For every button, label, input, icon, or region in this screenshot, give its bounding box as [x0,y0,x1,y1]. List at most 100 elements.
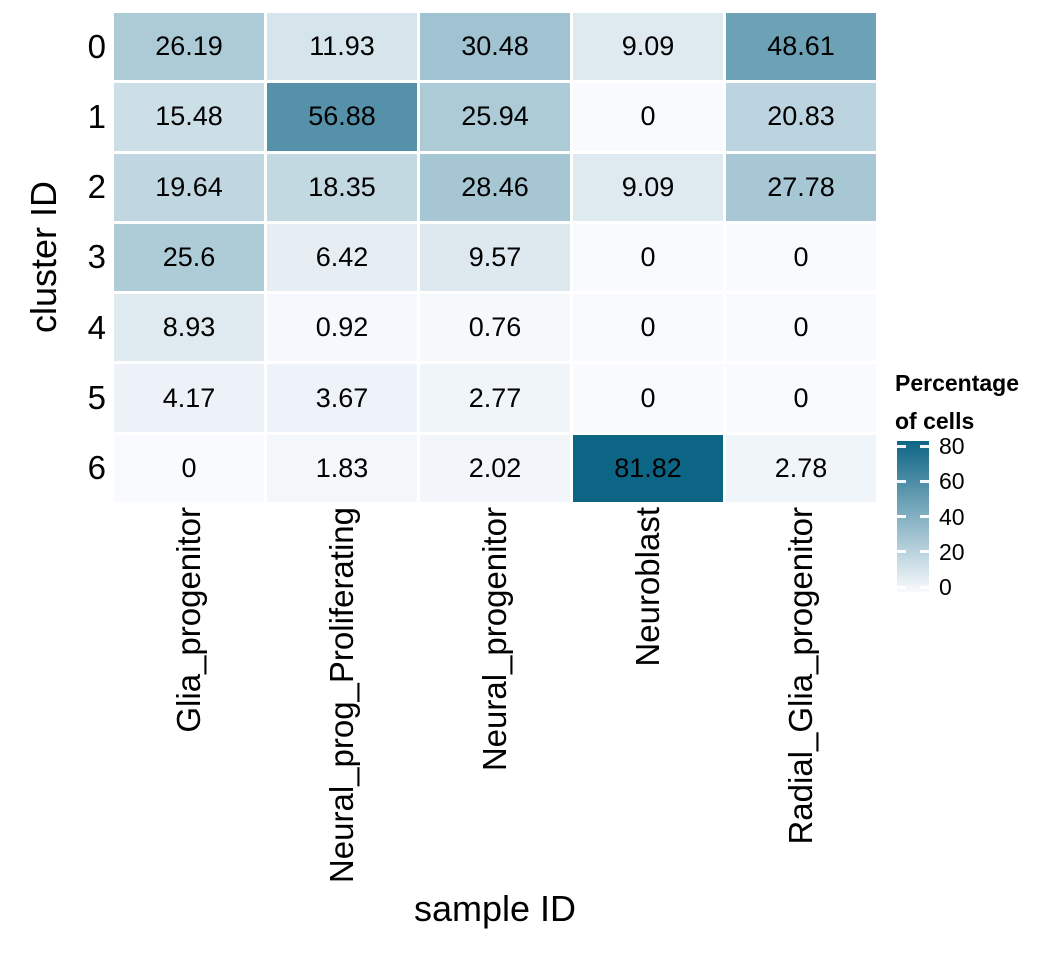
heatmap-cell-value: 30.48 [461,31,529,62]
heatmap-cell: 27.78 [726,153,876,221]
heatmap-cell-value: 0 [640,101,656,132]
legend-tick-label: 0 [939,574,952,601]
heatmap-cell-value: 0 [640,382,656,413]
legend-title-line2: of cells [895,408,975,434]
y-axis-tick-labels: 0 1 2 3 4 5 6 [40,13,106,502]
heatmap-cell: 9.57 [420,223,570,292]
heatmap-cell: 0 [726,294,876,362]
heatmap-cell: 20.83 [726,83,876,151]
heatmap-cell: 9.09 [573,13,723,81]
legend-colorbar [897,441,929,592]
legend-tick-mark [897,444,906,448]
heatmap-cell-value: 26.19 [155,31,223,62]
heatmap-cell: 28.46 [420,153,570,221]
heatmap-cell-value: 48.61 [767,31,835,62]
legend-tick-mark [920,585,929,589]
heatmap-cell: 19.64 [114,153,264,221]
heatmap-cell-value: 11.93 [309,31,375,62]
heatmap-cell-value: 28.46 [461,171,529,202]
heatmap-cell-value: 9.09 [621,171,675,202]
heatmap-cell-value: 56.88 [308,101,376,132]
x-tick-label: Radial_Glia_progenitor [782,507,819,845]
heatmap: 26.19 11.93 30.48 9.09 48.61 15.48 56.88 25.94 0… [114,13,876,502]
heatmap-cell-value: 0 [640,312,656,343]
legend-tick-label: 20 [939,538,965,565]
heatmap-cell-value: 6.42 [315,241,369,272]
heatmap-cell: 0 [573,83,723,151]
heatmap-cell: 9.09 [573,153,723,221]
heatmap-cell: 1.83 [267,434,417,502]
heatmap-cell-value: 9.09 [621,31,675,62]
heatmap-cell: 25.6 [114,223,264,292]
legend-tick-label: 40 [939,503,965,530]
heatmap-cell-value: 0.92 [315,312,369,343]
y-tick-label: 2 [87,168,106,206]
heatmap-cell-value: 18.35 [308,171,376,202]
heatmap-cell: 81.82 [573,434,723,502]
x-tick-label: Neural_prog_Proliferating [323,507,360,884]
legend-title: Percentage of cells [895,364,1019,440]
heatmap-cell-value: 27.78 [767,171,835,202]
heatmap-cell: 25.94 [420,83,570,151]
heatmap-cell: 18.35 [267,153,417,221]
x-axis-title: sample ID [413,888,577,929]
heatmap-cell: 0 [114,434,264,502]
legend-title-line1: Percentage [895,370,1020,396]
heatmap-cell: 11.93 [267,13,417,81]
legend-tick-mark [897,515,906,519]
heatmap-cell: 0 [726,364,876,432]
legend-tick-mark [920,479,929,483]
x-tick-label: Glia_progenitor [170,507,207,733]
y-tick-label: 1 [87,97,106,135]
heatmap-cell-value: 2.78 [774,452,828,483]
heatmap-cell: 48.61 [726,13,876,81]
heatmap-cell-value: 20.83 [767,101,835,132]
y-axis-title: cluster ID [23,180,64,334]
heatmap-cell-value: 0 [181,452,197,483]
heatmap-cell-value: 2.77 [468,382,522,413]
heatmap-cell: 3.67 [267,364,417,432]
legend-tick-label: 80 [939,433,965,459]
heatmap-cell: 8.93 [114,294,264,362]
heatmap-cell: 4.17 [114,364,264,432]
heatmap-cell-value: 4.17 [162,382,216,413]
heatmap-cell-value: 0 [793,382,809,413]
heatmap-cell: 0.76 [420,294,570,362]
heatmap-cell-value: 8.93 [162,312,216,343]
heatmap-cell-value: 9.57 [468,241,522,272]
heatmap-cell: 26.19 [114,13,264,81]
y-tick-label: 5 [87,379,106,417]
x-tick-label: Neuroblast [629,507,666,667]
heatmap-cell-value: 19.64 [155,171,223,202]
heatmap-cell-value: 0 [640,241,656,272]
heatmap-cell-value: 0 [793,241,809,272]
y-tick-label: 0 [87,27,106,65]
y-tick-label: 6 [87,449,106,487]
heatmap-cell: 2.77 [420,364,570,432]
heatmap-cell-value: 81.82 [614,452,682,483]
legend-tick-label: 60 [939,468,965,495]
heatmap-cell: 2.02 [420,434,570,502]
heatmap-cell: 15.48 [114,83,264,151]
heatmap-cell: 0 [726,223,876,292]
heatmap-cell: 0.92 [267,294,417,362]
heatmap-cell: 0 [573,223,723,292]
heatmap-cell-value: 1.83 [315,452,369,483]
legend-tick-mark [897,479,906,483]
heatmap-cell: 6.42 [267,223,417,292]
heatmap-cell: 0 [573,364,723,432]
x-tick-label: Neural_progenitor [476,507,513,772]
heatmap-cell-value: 3.67 [315,382,369,413]
legend-tick-mark [897,550,906,554]
heatmap-cell-value: 15.48 [155,101,223,132]
heatmap-cell-value: 0 [793,312,809,343]
heatmap-cell-value: 25.6 [162,241,216,272]
heatmap-cell-value: 0.76 [468,312,522,343]
legend-tick-mark [920,444,929,448]
heatmap-cell-value: 2.02 [468,452,522,483]
y-tick-label: 4 [87,308,106,346]
legend-tick-mark [920,515,929,519]
y-tick-label: 3 [87,238,106,276]
heatmap-cell: 0 [573,294,723,362]
